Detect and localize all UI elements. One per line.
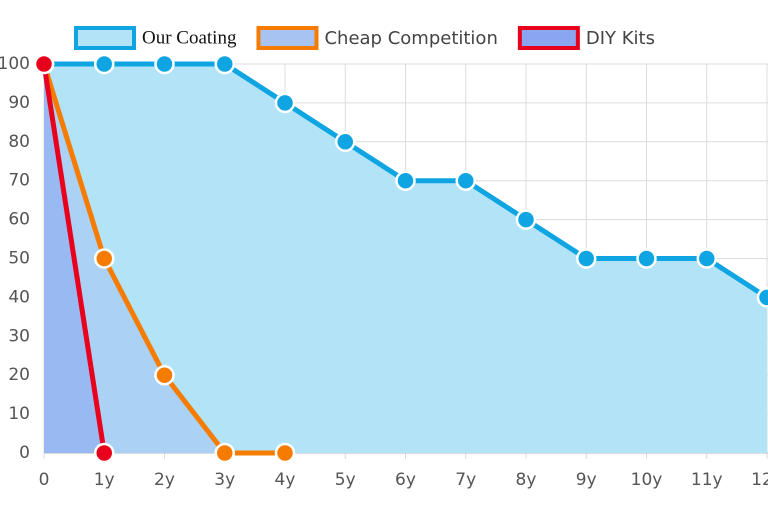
x-tick-label: 8y: [516, 470, 537, 490]
y-tick-label: 100: [0, 54, 30, 74]
x-tick-label: 5y: [335, 470, 356, 490]
y-tick-label: 0: [19, 443, 30, 463]
point: [636, 248, 657, 269]
x-tick-label: 11y: [691, 470, 723, 490]
point: [94, 53, 115, 75]
point: [395, 170, 416, 191]
point: [154, 364, 175, 386]
point: [154, 53, 175, 75]
point: [33, 53, 55, 75]
point: [214, 53, 235, 75]
point: [94, 248, 115, 269]
line: [41, 63, 107, 454]
lines: [33, 53, 768, 464]
point: [214, 442, 235, 464]
axis-labels: 0 10 20 30 40 50 60 70 80 90 100 0 1y 2y 3y 4y 5y 6y 7y 8y 9…: [0, 54, 768, 490]
legend-swatch: [256, 26, 319, 50]
point: [455, 170, 476, 191]
y-tick-label: 40: [8, 287, 30, 307]
x-tick-label: 6y: [395, 470, 416, 490]
y-tick-label: 60: [8, 210, 30, 230]
point: [335, 131, 356, 153]
x-tick-label: 4y: [275, 470, 296, 490]
x-tick-label: 7y: [455, 470, 476, 490]
point: [274, 92, 296, 114]
legend-label: DIY Kits: [586, 28, 655, 49]
point: [515, 209, 537, 230]
point: [94, 442, 115, 464]
point: [576, 248, 597, 269]
legend-label: Our Coating: [142, 27, 237, 48]
y-tick-label: 10: [8, 404, 30, 424]
x-tick-label: 2y: [154, 470, 175, 490]
legend: Our Coating Cheap Competition DIY Kits: [74, 26, 655, 50]
y-tick-label: 50: [8, 249, 30, 269]
y-tick-label: 70: [8, 171, 30, 191]
legend-swatch: [74, 26, 136, 50]
legend-swatch: [517, 26, 580, 50]
area: [44, 64, 285, 453]
y-tick-label: 30: [8, 326, 30, 346]
x-tick-label: 0: [39, 470, 50, 490]
point: [274, 442, 296, 464]
y-tick-label: 90: [8, 93, 30, 113]
x-tick-label: 9y: [576, 470, 597, 490]
x-tick-label: 1y: [94, 470, 115, 490]
point: [696, 248, 717, 269]
y-tick-label: 20: [8, 365, 30, 385]
y-tick-label: 80: [8, 132, 30, 152]
x-tick-label: 3y: [214, 470, 235, 490]
point: [756, 287, 768, 308]
legend-label: Cheap Competition: [324, 28, 497, 49]
x-tick-label: 10y: [631, 470, 663, 490]
x-tick-label: 12y: [751, 470, 768, 490]
area: [44, 64, 767, 453]
